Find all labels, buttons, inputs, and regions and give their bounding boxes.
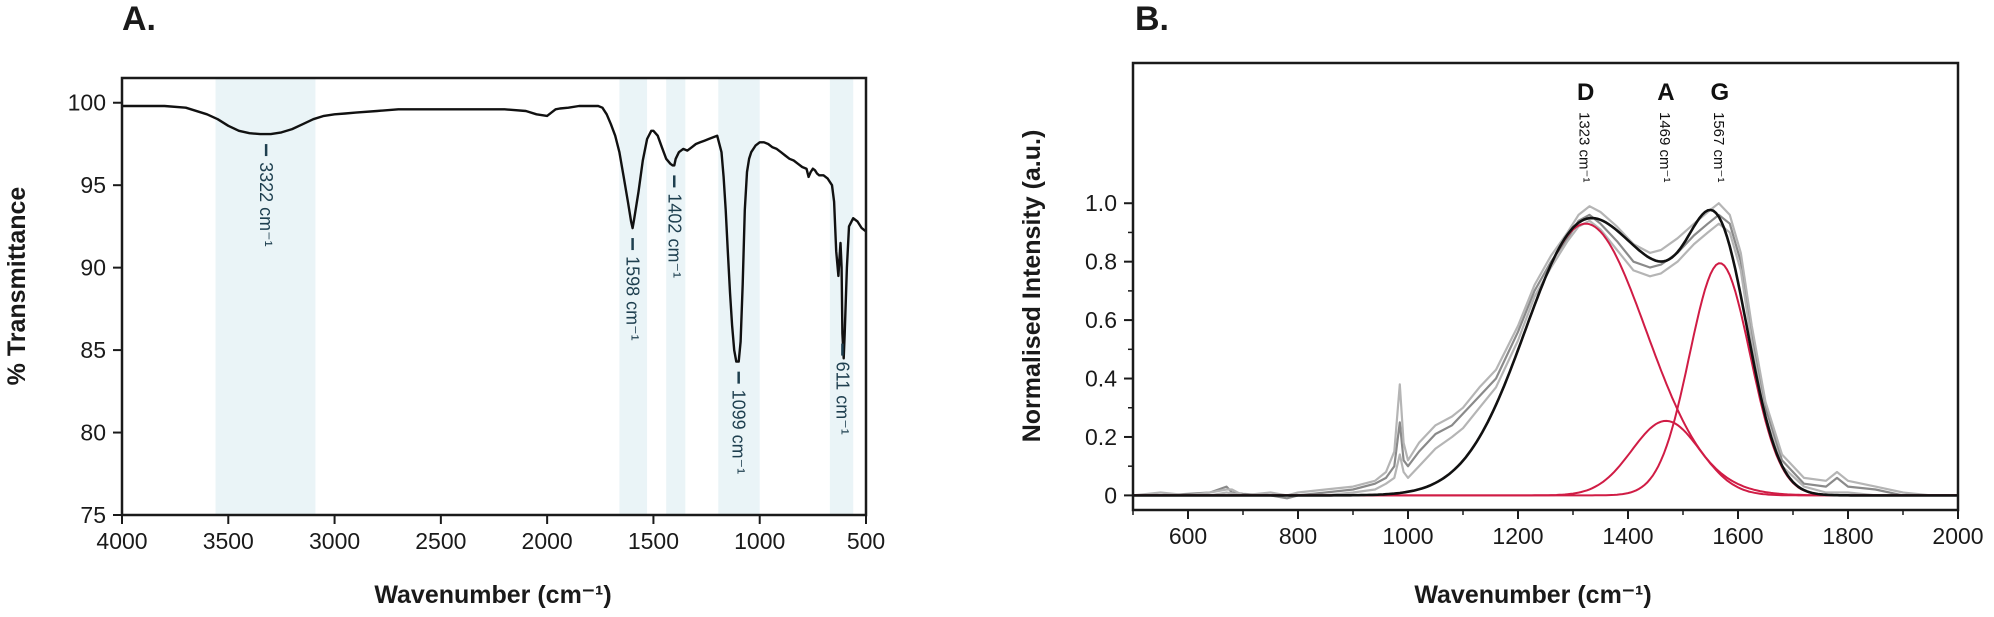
band-letter-A: A xyxy=(1657,79,1674,106)
panel-a-series xyxy=(122,104,867,363)
x-tick-label-1000: 1000 xyxy=(734,528,785,554)
x-tick-label-1800: 1800 xyxy=(1822,523,1873,549)
raw-spectrum-1 xyxy=(1132,202,1958,497)
y-tick-label-1: 0.2 xyxy=(1085,424,1117,450)
x-tick-label-1200: 1200 xyxy=(1492,523,1543,549)
total-fit-line xyxy=(1133,208,1958,497)
panel-b-x-axis-title: Wavenumber (cm⁻¹) xyxy=(1414,581,1651,609)
y-tick-label-90: 90 xyxy=(80,255,106,281)
raw-spectrum-0 xyxy=(1133,213,1958,500)
panel-b-plot-frame xyxy=(1131,61,1960,512)
y-tick-label-85: 85 xyxy=(80,337,106,363)
panel-b-y-axis-title: Normalised Intensity (a.u.) xyxy=(1018,130,1046,443)
component-fit-G xyxy=(1133,262,1958,497)
x-tick-label-4000: 4000 xyxy=(96,528,147,554)
x-tick-label-800: 800 xyxy=(1279,523,1317,549)
panel-a-y-axis-title: % Transmittance xyxy=(3,187,31,386)
band-letter-D: D xyxy=(1577,79,1594,106)
x-tick-label-2000: 2000 xyxy=(1932,523,1983,549)
x-tick-label-1400: 1400 xyxy=(1602,523,1653,549)
annotation-label-1402: 1402 cm⁻¹ xyxy=(664,193,684,278)
annotation-label-1099: 1099 cm⁻¹ xyxy=(729,390,749,475)
panel-a-x-axis-title: Wavenumber (cm⁻¹) xyxy=(374,581,611,609)
raw-spectrum-2 xyxy=(1133,219,1958,497)
highlight-region-0 xyxy=(215,78,316,515)
band-letter-G: G xyxy=(1711,79,1730,106)
y-tick-label-80: 80 xyxy=(80,420,106,446)
x-tick-label-1000: 1000 xyxy=(1382,523,1433,549)
panel-a-annotations: 3322 cm⁻¹ 1598 cm⁻¹ 1402 cm⁻¹ 1099 cm⁻¹ 611 … xyxy=(256,144,852,474)
panel-a-plot-frame xyxy=(120,76,868,517)
panel-b-raw-series xyxy=(1132,202,1958,500)
panel-b-y-ticks: 0 0.2 0.4 0.6 0.8 1.0 xyxy=(1085,190,1133,508)
x-tick-label-1600: 1600 xyxy=(1712,523,1763,549)
panel-a-label: A. xyxy=(122,0,156,38)
x-tick-label-2000: 2000 xyxy=(522,528,573,554)
annotation-label-3322: 3322 cm⁻¹ xyxy=(256,162,276,247)
panel-b-total-fit xyxy=(1133,208,1958,497)
x-tick-label-2500: 2500 xyxy=(415,528,466,554)
panel-a: A. 3322 cm⁻¹ 1598 cm⁻¹ 1402 cm⁻¹ 1099 cm⁻¹ 6… xyxy=(3,0,885,609)
x-tick-label-3000: 3000 xyxy=(309,528,360,554)
panel-b-band-labels: D 1323 cm⁻¹ A 1469 cm⁻¹ G 1567 cm⁻¹ xyxy=(1576,79,1730,182)
y-tick-label-100: 100 xyxy=(68,90,106,116)
panel-b: B. D 1323 cm⁻¹ A 1469 cm⁻¹ G 1567 cm⁻¹ 600 800… xyxy=(1018,0,1984,609)
x-tick-label-1500: 1500 xyxy=(628,528,679,554)
highlight-region-2 xyxy=(666,78,686,515)
x-tick-label-500: 500 xyxy=(847,528,885,554)
y-tick-label-0: 0 xyxy=(1104,482,1117,508)
y-tick-label-3: 0.6 xyxy=(1085,307,1117,333)
y-tick-label-5: 1.0 xyxy=(1085,190,1117,216)
annotation-label-611: 611 cm⁻¹ xyxy=(832,362,852,435)
band-position-D: 1323 cm⁻¹ xyxy=(1576,112,1593,182)
panel-b-label: B. xyxy=(1135,0,1169,38)
x-tick-label-3500: 3500 xyxy=(203,528,254,554)
y-tick-label-75: 75 xyxy=(80,502,106,528)
x-tick-label-600: 600 xyxy=(1169,523,1207,549)
annotation-label-1598: 1598 cm⁻¹ xyxy=(623,256,643,341)
panel-b-x-ticks: 600 800 1000 1200 1400 1600 1800 2000 xyxy=(1132,510,1984,549)
band-position-G: 1567 cm⁻¹ xyxy=(1710,112,1727,182)
band-position-A: 1469 cm⁻¹ xyxy=(1656,112,1673,182)
component-fit-A xyxy=(1133,419,1958,497)
y-tick-label-95: 95 xyxy=(80,172,106,198)
panel-a-x-ticks: 4000 3500 3000 2500 2000 1500 1000 500 xyxy=(96,515,885,554)
panel-a-y-ticks: 75 80 85 90 95 100 xyxy=(68,90,122,528)
highlight-region-1 xyxy=(619,78,648,515)
y-tick-label-4: 0.8 xyxy=(1085,249,1117,275)
transmittance-line xyxy=(122,104,867,363)
y-tick-label-2: 0.4 xyxy=(1085,366,1117,392)
